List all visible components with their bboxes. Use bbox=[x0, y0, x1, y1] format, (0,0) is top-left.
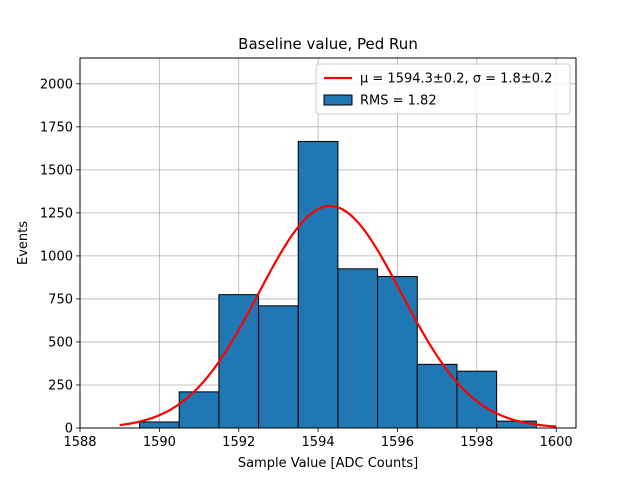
chart-title: Baseline value, Ped Run bbox=[238, 35, 418, 53]
y-tick-label: 1750 bbox=[40, 120, 73, 135]
fit-curve-line bbox=[119, 204, 557, 428]
histogram-bars bbox=[139, 140, 537, 429]
histogram-bar bbox=[377, 276, 418, 429]
legend-fit-label: μ = 1594.3±0.2, σ = 1.8±0.2 bbox=[360, 72, 552, 87]
histogram-bar bbox=[297, 140, 339, 429]
x-tick-label: 1592 bbox=[222, 435, 255, 450]
y-tick-label: 500 bbox=[48, 335, 73, 350]
x-tick-label: 1588 bbox=[63, 435, 96, 450]
gaussian-fit bbox=[119, 204, 557, 428]
histogram-bar bbox=[337, 268, 379, 429]
x-tick-label: 1598 bbox=[460, 435, 493, 450]
histogram-bar bbox=[139, 421, 180, 429]
histogram-bar bbox=[218, 294, 260, 429]
x-tick-label: 1590 bbox=[143, 435, 176, 450]
legend-bar-patch-marker bbox=[323, 94, 353, 106]
y-tick-label: 1500 bbox=[40, 163, 73, 178]
x-tick-label: 1596 bbox=[381, 435, 414, 450]
y-tick-label: 1000 bbox=[40, 249, 73, 264]
y-axis-label: Events bbox=[16, 221, 31, 265]
axis-ticks: 1588 1590 1592 1594 1596 1598 1600 0 250 500 750 10… bbox=[40, 77, 573, 450]
x-tick-label: 1600 bbox=[540, 435, 573, 450]
histogram-bar bbox=[456, 370, 498, 429]
y-tick-label: 750 bbox=[48, 292, 73, 307]
y-tick-label: 2000 bbox=[40, 77, 73, 92]
y-tick-label: 250 bbox=[48, 378, 73, 393]
x-tick-label: 1594 bbox=[302, 435, 335, 450]
histogram-bar bbox=[178, 391, 220, 429]
legend: μ = 1594.3±0.2, σ = 1.8±0.2 RMS = 1.82 bbox=[315, 63, 571, 115]
legend-box bbox=[315, 63, 571, 115]
y-tick-label: 1250 bbox=[40, 206, 73, 221]
plot-area-frame bbox=[79, 57, 577, 429]
histogram-bar bbox=[416, 363, 458, 429]
y-tick-label: 0 bbox=[65, 422, 73, 437]
legend-rms-label: RMS = 1.82 bbox=[360, 94, 437, 109]
x-axis-label: Sample Value [ADC Counts] bbox=[238, 456, 418, 471]
histogram-bar bbox=[258, 305, 299, 429]
